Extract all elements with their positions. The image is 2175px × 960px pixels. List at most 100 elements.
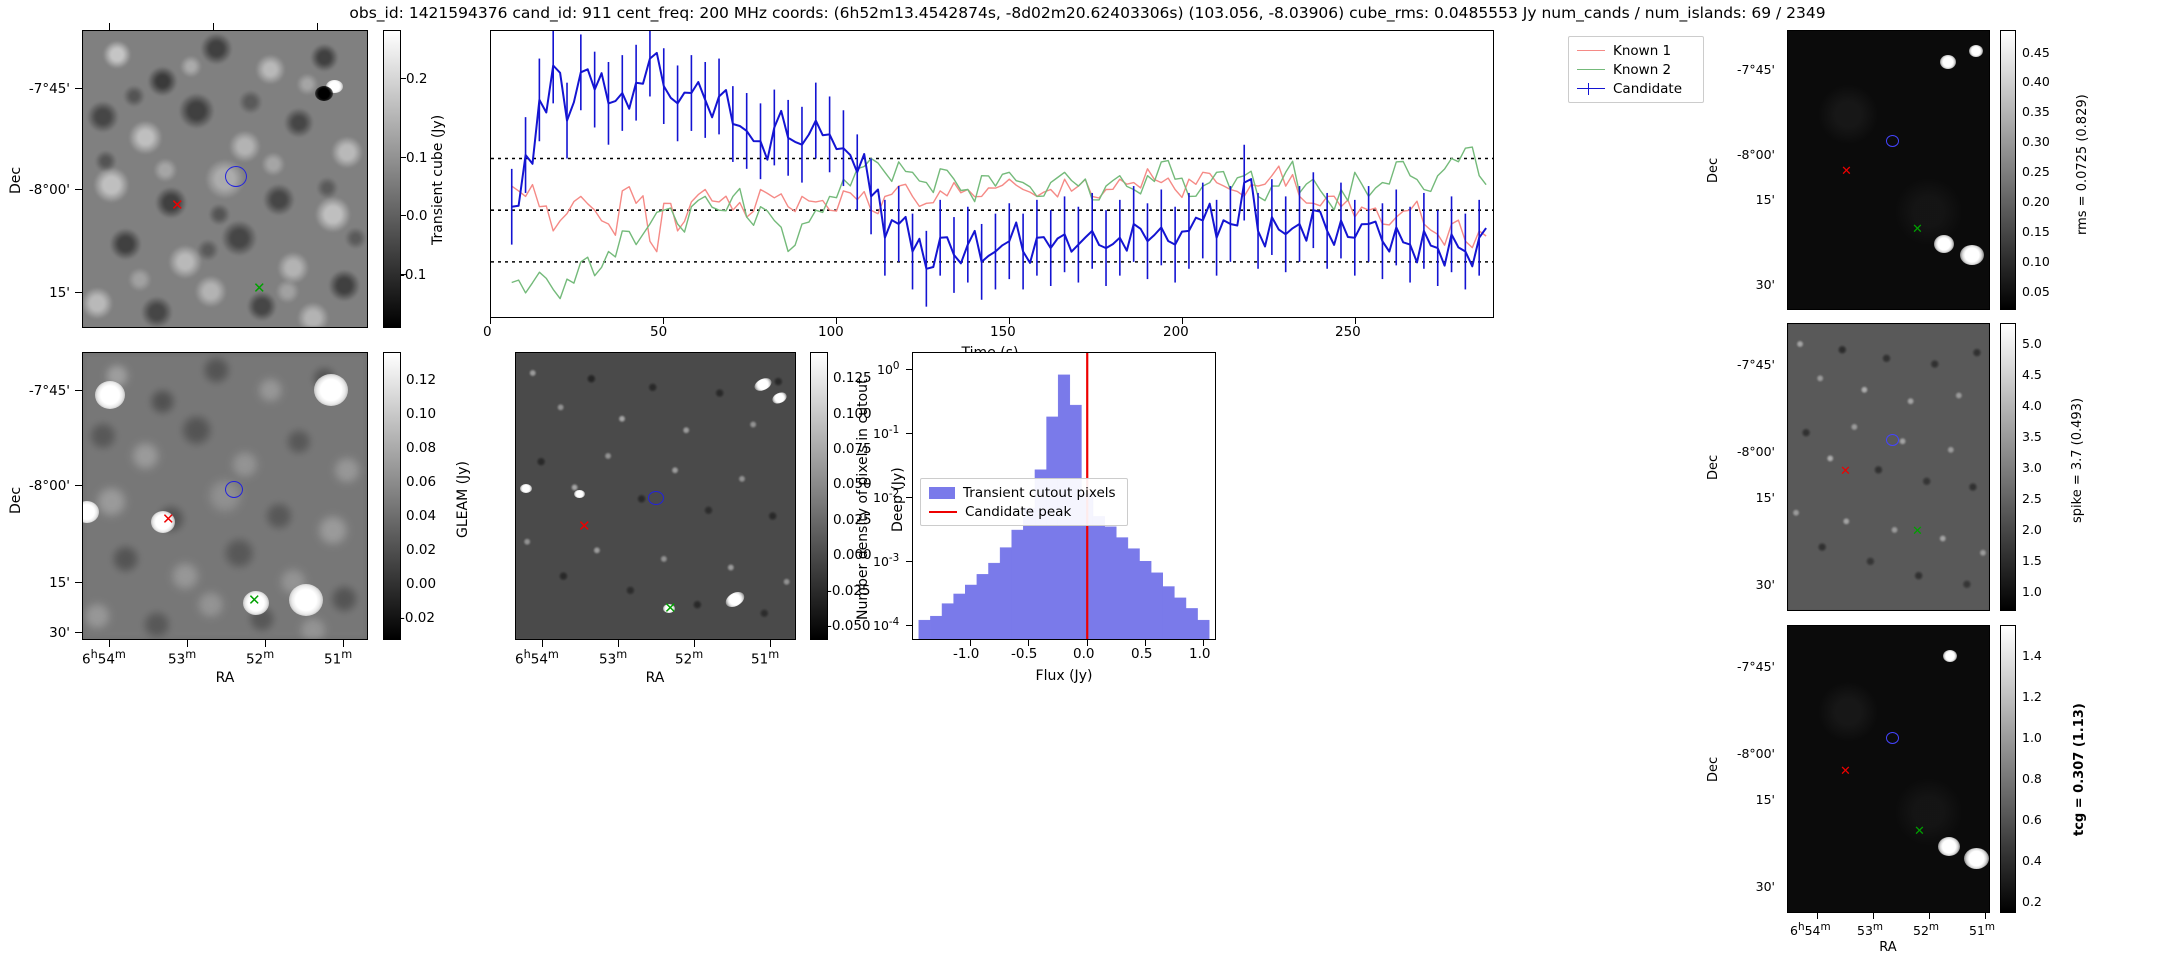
- tick-mark: [1145, 640, 1147, 646]
- y-tick-label: 10-1: [873, 424, 900, 442]
- ra-tick-label: 6h54m: [515, 648, 559, 668]
- dec-axis-label: Dec: [8, 166, 24, 194]
- tick-mark: [401, 78, 406, 80]
- tick-mark: [401, 215, 406, 217]
- colorbar-tick-label: 2.0: [2022, 522, 2042, 537]
- tick-mark: [618, 640, 620, 647]
- ra-tick-label: 52m: [246, 648, 275, 668]
- flux-tick-label: 0.0: [1073, 646, 1095, 662]
- colorbar-tick-label: 0.4: [2022, 853, 2042, 868]
- ra-tick-label: 52m: [1913, 921, 1940, 939]
- dec-tick-label: -7°45': [1736, 357, 1775, 372]
- lightcurve-legend[interactable]: Known 1 Known 2 Candidate: [1568, 36, 1704, 103]
- colorbar-tick-label: 0.0: [406, 208, 428, 224]
- legend-item-candidate-peak[interactable]: Candidate peak: [929, 502, 1119, 521]
- dec-tick-label: -8°00': [28, 182, 70, 198]
- tick-mark: [1182, 318, 1184, 324]
- known1-marker: ✕: [162, 510, 175, 528]
- y-tick-label: 10-2: [873, 488, 900, 506]
- colorbar-tick-label: 0.05: [2022, 284, 2050, 299]
- ra-tick-label: 51m: [324, 648, 353, 668]
- spike-image[interactable]: ✕ ✕: [1787, 323, 1990, 611]
- legend-line-icon: [929, 510, 957, 513]
- ra-tick-label: 52m: [675, 648, 704, 668]
- tick-mark: [75, 390, 82, 392]
- tick-mark: [75, 88, 82, 90]
- tick-mark: [1985, 913, 1987, 919]
- rms-image[interactable]: ✕ ✕: [1787, 30, 1990, 310]
- colorbar-tick-label: 1.5: [2022, 553, 2042, 568]
- legend-label: Known 1: [1613, 42, 1672, 59]
- legend-item-known1[interactable]: Known 1: [1577, 41, 1695, 60]
- lightcurve-canvas: [491, 31, 1493, 307]
- dec-tick-label: -7°45': [28, 81, 70, 97]
- dec-axis-label: Dec: [1706, 756, 1721, 782]
- tick-mark: [213, 23, 215, 30]
- dec-tick-label: -8°00': [1736, 147, 1775, 162]
- bright-source: [574, 490, 585, 498]
- legend-label: Candidate peak: [965, 503, 1072, 520]
- ra-tick-label: 53m: [599, 648, 628, 668]
- dec-tick-label: 15': [49, 285, 70, 301]
- bright-source: [83, 501, 99, 523]
- tcg-image[interactable]: ✕ ✕: [1787, 625, 1990, 913]
- ra-tick-label: 53m: [168, 648, 197, 668]
- colorbar-tick-label: 0.6: [2022, 812, 2042, 827]
- known1-marker: ✕: [1840, 764, 1851, 779]
- bright-source: [1943, 650, 1957, 662]
- histogram-legend[interactable]: Transient cutout pixels Candidate peak: [920, 478, 1128, 526]
- bright-source: [1969, 45, 1983, 57]
- dec-tick-label: -7°45': [1736, 62, 1775, 77]
- colorbar-tick-label: 0.40: [2022, 74, 2050, 89]
- colorbar-tick-label: 0.00: [406, 576, 437, 592]
- ra-axis-label: RA: [1879, 940, 1897, 955]
- known1-marker: ✕: [1840, 464, 1851, 479]
- tick-mark: [542, 640, 544, 647]
- colorbar-gradient: [2000, 625, 2016, 913]
- tick-mark: [906, 369, 912, 371]
- known2-marker: ✕: [1912, 524, 1923, 539]
- bright-source: [1964, 848, 1989, 869]
- y-tick-label: 100: [877, 360, 900, 378]
- bright-source: [1934, 235, 1954, 253]
- ra-tick-label: 53m: [1857, 921, 1884, 939]
- dec-tick-label: 15': [49, 575, 70, 591]
- tick-mark: [1028, 640, 1030, 646]
- tcg-colorbar-label: tcg = 0.307 (1.13): [2072, 703, 2087, 837]
- bright-source: [95, 381, 125, 409]
- legend-item-cutout-pixels[interactable]: Transient cutout pixels: [929, 483, 1119, 502]
- legend-item-candidate[interactable]: Candidate: [1577, 79, 1695, 98]
- deep-image[interactable]: ✕ ✕: [515, 352, 796, 640]
- dec-tick-label: 15': [1755, 192, 1775, 207]
- legend-line-icon: [1577, 69, 1605, 70]
- tick-mark: [663, 318, 665, 324]
- tick-mark: [836, 318, 838, 324]
- dec-axis-label: Dec: [1706, 157, 1721, 183]
- tick-mark: [401, 157, 406, 159]
- tick-mark: [75, 189, 82, 191]
- rms-colorbar-label: rms = 0.0725 (0.829): [2075, 94, 2090, 236]
- colorbar-tick-label: 1.0: [2022, 730, 2042, 745]
- lightcurve-plot[interactable]: [490, 30, 1494, 318]
- tick-mark: [265, 640, 267, 647]
- tick-mark: [1009, 318, 1011, 324]
- legend-item-known2[interactable]: Known 2: [1577, 60, 1695, 79]
- colorbar-gradient: [2000, 323, 2016, 611]
- colorbar-tick-label: 1.2: [2022, 689, 2042, 704]
- transient-cube-image[interactable]: ✕ ✕: [82, 30, 368, 328]
- y-tick-label: 10-3: [873, 552, 900, 570]
- candidate-contour: [225, 481, 243, 498]
- tick-mark: [109, 23, 111, 30]
- colorbar-tick-label: 4.0: [2022, 398, 2042, 413]
- dec-tick-label: 30': [1755, 277, 1775, 292]
- tick-mark: [490, 318, 492, 324]
- gleam-colorbar-label: GLEAM (Jy): [455, 461, 471, 539]
- gleam-image[interactable]: ✕ ✕: [82, 352, 368, 640]
- bright-source: [1940, 55, 1956, 69]
- colorbar-tick-label: 0.30: [2022, 134, 2050, 149]
- colorbar-tick-label: 0.2: [2022, 894, 2042, 909]
- legend-label: Known 2: [1613, 61, 1672, 78]
- colorbar-tick-label: 0.050: [833, 476, 872, 492]
- colorbar-tick-label: 0.20: [2022, 194, 2050, 209]
